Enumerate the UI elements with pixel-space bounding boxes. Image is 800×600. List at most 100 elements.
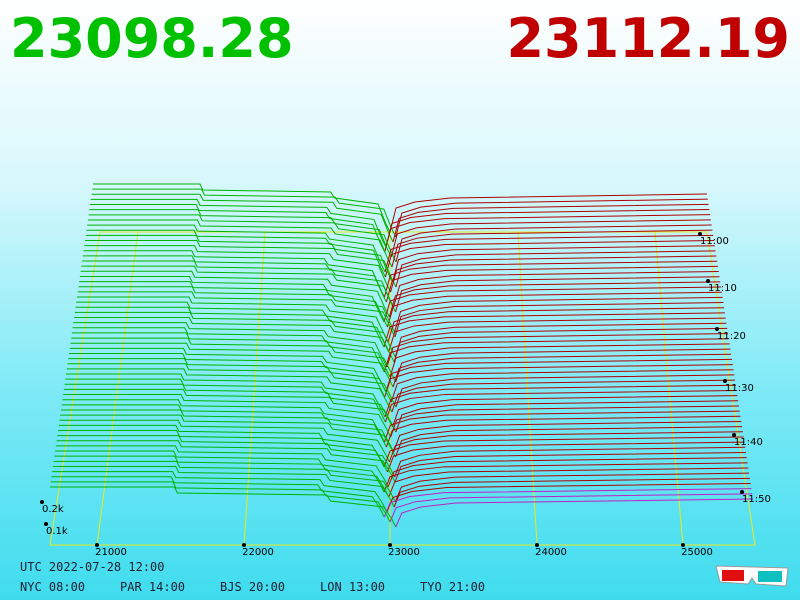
price-tick-label: 24000 <box>535 547 567 558</box>
bid-depth-line <box>71 332 391 378</box>
depth-lines <box>50 183 754 528</box>
bid-depth-line <box>62 399 385 443</box>
ask-depth-line <box>389 343 730 378</box>
time-label: 11:30 <box>725 383 754 394</box>
bid-depth-line <box>56 440 396 483</box>
ask-depth-line <box>393 420 742 453</box>
ask-depth-line <box>387 441 745 473</box>
bid-depth-line <box>73 322 388 368</box>
bid-depth-line <box>79 281 388 328</box>
tick-dot <box>535 543 539 547</box>
bid-depth-line <box>54 455 390 498</box>
bid-depth-line <box>80 270 390 318</box>
ask-depth-line <box>383 338 729 373</box>
bid-depth-line <box>59 419 390 463</box>
bid-depth-line <box>58 430 388 473</box>
ask-depth-line <box>384 389 737 423</box>
ask-depth-line <box>390 219 711 258</box>
bid-depth-line <box>83 250 385 298</box>
bid-depth-line <box>57 435 396 478</box>
bid-depth-line <box>55 445 389 488</box>
ask-depth-line <box>395 426 743 458</box>
bid-depth-line <box>67 363 397 408</box>
bid-depth-line <box>91 193 394 243</box>
time-label: 11:40 <box>734 437 763 448</box>
bid-depth-line <box>53 460 396 503</box>
tick-dot <box>388 543 392 547</box>
ask-depth-line <box>385 265 718 303</box>
zone-time: LON 13:00 <box>320 580 386 594</box>
ask-depth-line <box>386 333 729 368</box>
zone-time: PAR 14:00 <box>120 580 186 594</box>
price-tick-label: 23000 <box>388 547 420 558</box>
bid-depth-line <box>63 388 397 433</box>
ask-depth-line <box>394 472 750 503</box>
ask-depth-line <box>383 312 725 348</box>
ask-depth-line <box>383 260 718 298</box>
bid-depth-line <box>92 188 397 238</box>
ask-depth-line <box>393 271 719 308</box>
tick-dot <box>715 327 719 331</box>
bid-depth-line <box>93 183 391 233</box>
price-tick-label: 25000 <box>681 547 713 558</box>
tick-dot <box>740 490 744 494</box>
bid-depth-line <box>89 209 392 258</box>
bid-price: 23098.28 <box>10 7 294 70</box>
ask-depth-line <box>393 477 750 508</box>
ask-depth-line <box>394 302 724 338</box>
time-label: 11:10 <box>708 283 737 294</box>
price-grid-line <box>243 231 266 546</box>
price-tick-label: 21000 <box>95 547 127 558</box>
bid-depth-line <box>52 465 395 508</box>
ask-depth-line <box>390 405 739 438</box>
depth-label: 0.2k <box>42 504 64 515</box>
ask-price: 23112.19 <box>506 7 790 70</box>
bid-depth-line <box>71 337 397 383</box>
bid-depth-line <box>79 275 385 323</box>
ask-depth-line <box>387 307 725 343</box>
ask-depth-line <box>390 369 734 403</box>
bid-depth-line <box>66 368 393 413</box>
ask-depth-line <box>387 457 747 488</box>
price-grid-line <box>96 231 139 546</box>
bid-depth-line <box>52 471 388 513</box>
bid-depth-line <box>77 291 396 338</box>
ask-depth-line <box>388 317 726 353</box>
ask-depth-line <box>391 229 713 268</box>
bid-depth-line <box>63 394 392 438</box>
ask-depth-line <box>393 327 728 363</box>
ask-depth-line <box>395 348 731 383</box>
price-tick-label: 22000 <box>242 547 274 558</box>
bid-depth-line <box>90 198 387 248</box>
bid-depth-line <box>87 219 393 268</box>
bid-depth-line <box>74 311 396 358</box>
bid-depth-line <box>82 255 387 303</box>
tick-dot <box>242 543 246 547</box>
glasses-red-lens <box>722 570 744 581</box>
ask-depth-line <box>394 446 746 478</box>
bid-depth-line <box>60 414 397 458</box>
depth-label: 0.1k <box>46 526 68 537</box>
ask-depth-line <box>391 379 736 413</box>
glasses-icon <box>715 565 789 587</box>
bid-depth-line <box>68 358 392 403</box>
ask-depth-line <box>383 410 740 443</box>
time-label: 11:20 <box>717 331 746 342</box>
tick-dot <box>40 500 44 504</box>
zone-time: TYO 21:00 <box>420 580 486 594</box>
ask-depth-line <box>394 296 723 333</box>
bid-depth-line <box>76 301 385 348</box>
bid-depth-line <box>64 383 393 428</box>
zone-time: NYC 08:00 <box>20 580 86 594</box>
bid-depth-line <box>90 204 386 253</box>
bid-depth-line <box>66 373 386 418</box>
ask-depth-line <box>383 488 752 518</box>
axis-labels: 21000 22000 23000 24000 25000 11:00 11:10 11:20… <box>40 232 771 558</box>
ask-depth-line <box>395 498 754 528</box>
utc-time: UTC 2022-07-28 12:00 <box>20 560 165 574</box>
ask-depth-line <box>384 240 715 278</box>
bid-depth-line <box>60 409 395 453</box>
bid-depth-line <box>55 450 385 493</box>
tick-dot <box>723 379 727 383</box>
